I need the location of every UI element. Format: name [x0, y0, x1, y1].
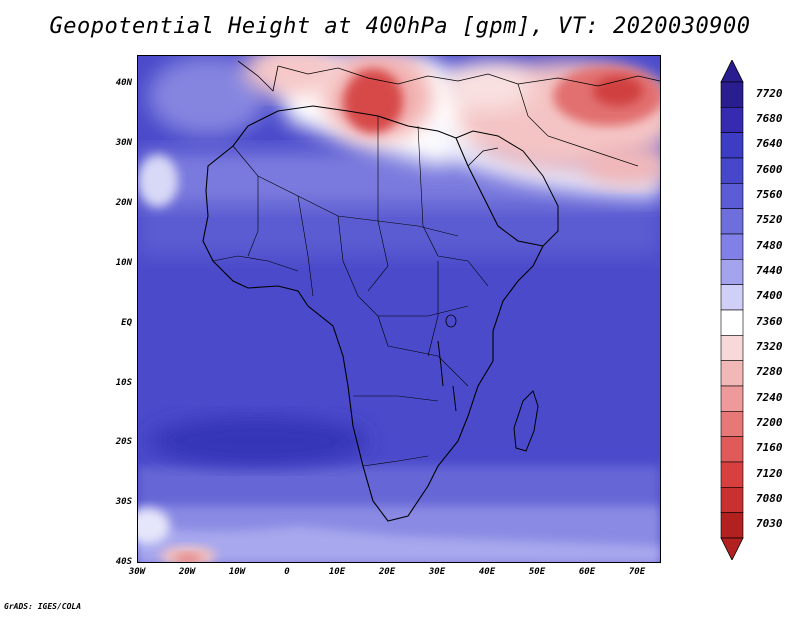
- lon-label-20e: 20E: [378, 567, 396, 577]
- colorbar-label: 7360: [756, 314, 783, 328]
- lon-label-10w: 10W: [228, 567, 246, 577]
- colorbar-cell: [720, 259, 744, 285]
- lat-label-10n: 10N: [115, 258, 132, 268]
- colorbar-label: 7160: [756, 441, 783, 455]
- colorbar-cell: [720, 385, 744, 412]
- lat-label-40n: 40N: [115, 78, 132, 88]
- lat-label-30n: 30N: [115, 138, 132, 148]
- geopotential-field: [138, 56, 660, 562]
- lat-label-10s: 10S: [115, 378, 132, 388]
- colorbar-cell: [720, 512, 744, 539]
- colorbar-cell: [720, 335, 744, 361]
- colorbar-cell: [720, 360, 744, 387]
- colorbar-cell: [720, 436, 744, 463]
- colorbar-label: 7520: [756, 213, 783, 227]
- colorbar-label: 7120: [756, 466, 783, 480]
- colorbar-label: 7480: [756, 238, 783, 252]
- lat-label-20s: 20S: [115, 437, 132, 447]
- colorbar-label: 7400: [756, 289, 783, 303]
- colorbar-bottom-arrow: [720, 537, 744, 560]
- colorbar-cell: [720, 208, 744, 235]
- colorbar-cell: [720, 411, 744, 437]
- colorbar-label: 7080: [756, 492, 783, 505]
- colorbar-cell: [720, 309, 744, 336]
- lon-label-0: 0: [284, 567, 290, 577]
- lon-label-40e: 40E: [478, 567, 496, 577]
- colorbar-label: 7560: [756, 188, 783, 201]
- colorbar-cell: [720, 183, 744, 209]
- chart-title: Geopotential Height at 400hPa [gpm], VT:…: [49, 14, 751, 39]
- lat-label-eq: EQ: [121, 318, 132, 328]
- colorbar-cell: [720, 107, 744, 133]
- colorbar-label: 7600: [756, 162, 783, 176]
- colorbar-label: 7640: [756, 137, 783, 151]
- colorbar-label: 7320: [756, 340, 783, 353]
- colorbar-label: 7440: [756, 264, 783, 277]
- colorbar-cell: [720, 81, 744, 108]
- colorbar: [720, 60, 744, 560]
- colorbar-label: 7240: [756, 390, 783, 404]
- colorbar-cell: [720, 157, 744, 184]
- footer-credit: GrADS: IGES/COLA: [4, 602, 82, 611]
- lat-label-30s: 30S: [115, 497, 132, 507]
- colorbar-cell: [720, 132, 744, 159]
- lon-label-10e: 10E: [328, 567, 346, 577]
- colorbar-cell: [720, 461, 744, 488]
- colorbar-label: 7680: [756, 112, 783, 125]
- lon-label-70e: 70E: [628, 567, 646, 577]
- colorbar-label: 7030: [756, 517, 783, 531]
- colorbar-cell: [720, 233, 744, 260]
- lat-label-20n: 20N: [115, 198, 132, 208]
- map-plot-area: [137, 55, 661, 563]
- colorbar-label: 7200: [756, 416, 783, 429]
- colorbar-label: 7280: [756, 365, 783, 379]
- lon-label-60e: 60E: [578, 567, 596, 577]
- colorbar-cell: [720, 284, 744, 311]
- colorbar-cell: [720, 487, 744, 513]
- lon-label-30e: 30E: [428, 567, 446, 577]
- lat-label-40s: 40S: [115, 557, 132, 567]
- lon-label-50e: 50E: [528, 567, 546, 577]
- colorbar-top-arrow: [720, 60, 744, 83]
- colorbar-label: 7720: [756, 86, 783, 100]
- lon-label-30w: 30W: [128, 567, 146, 577]
- lon-label-20w: 20W: [178, 567, 196, 577]
